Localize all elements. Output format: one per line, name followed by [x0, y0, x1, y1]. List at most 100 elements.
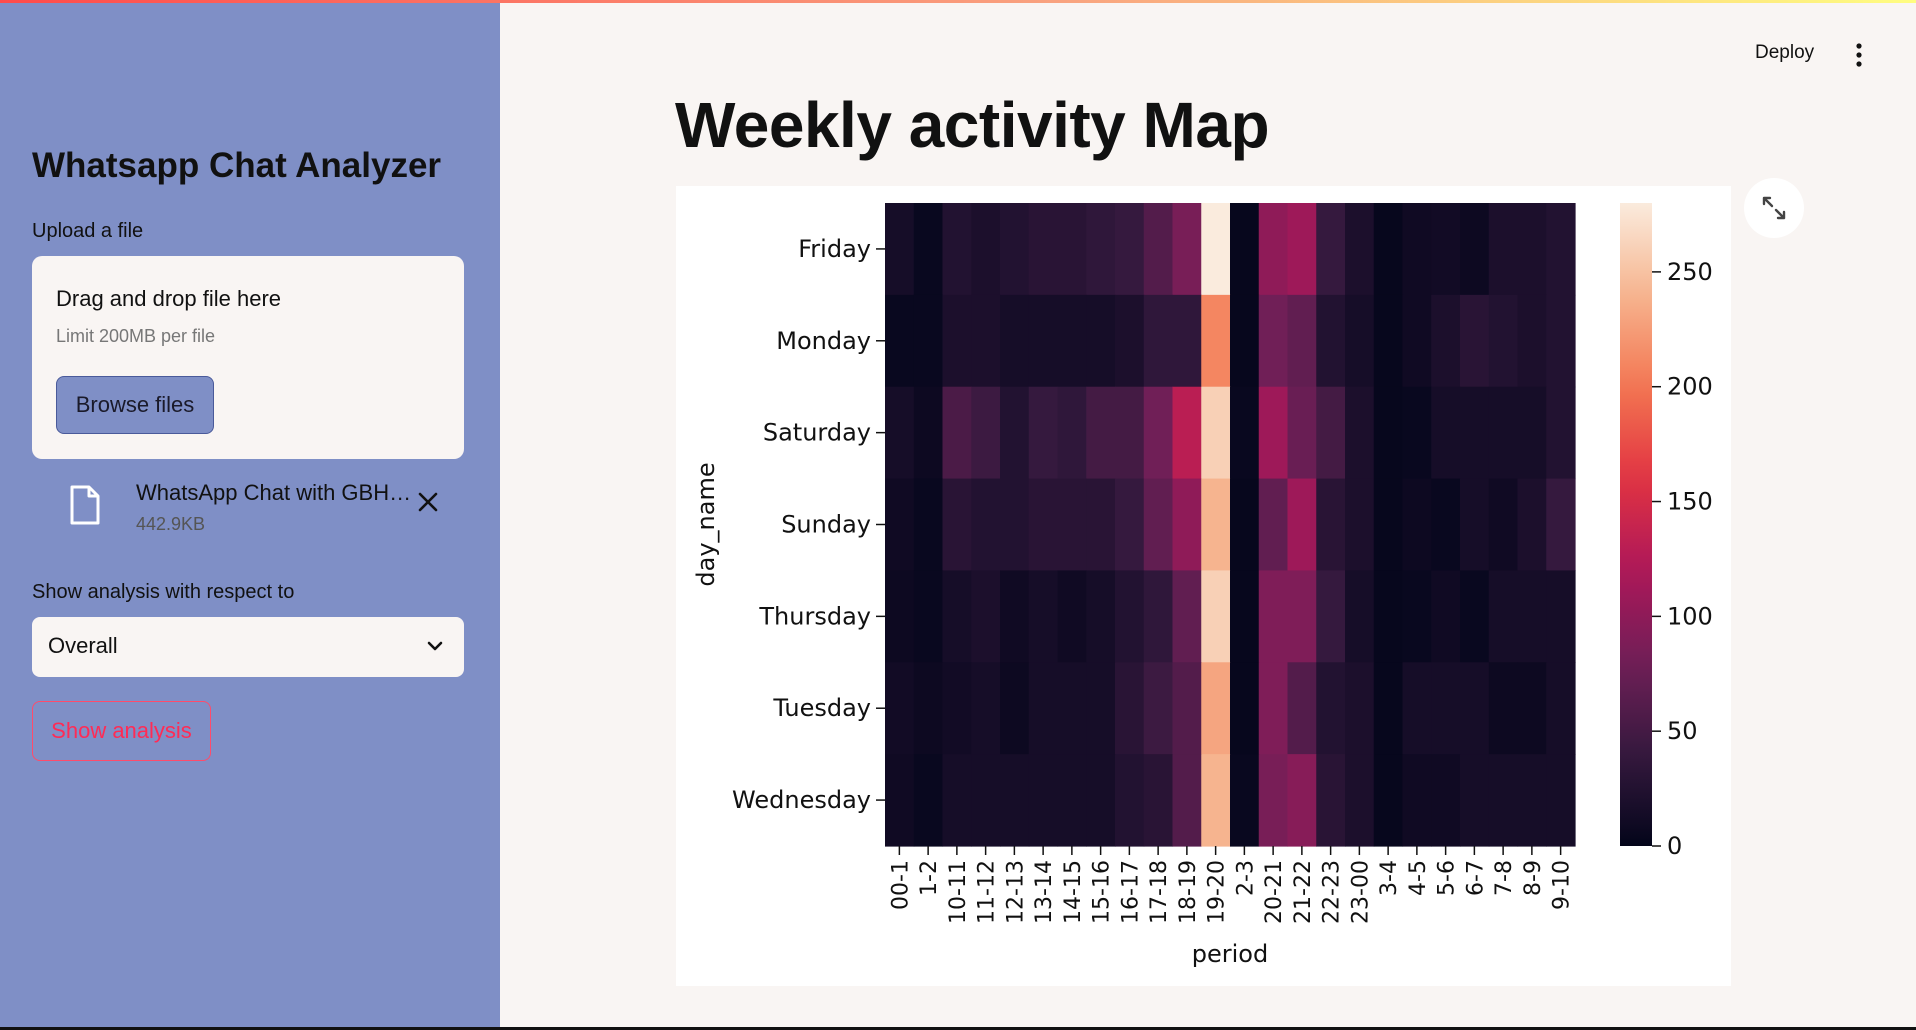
- heatmap-cell: [1517, 754, 1547, 847]
- heatmap-cell: [1143, 386, 1174, 480]
- heatmap-cell: [913, 570, 944, 663]
- y-tick-label: Sunday: [781, 511, 871, 539]
- y-tick-label: Saturday: [763, 419, 871, 447]
- y-tick-label: Wednesday: [732, 786, 871, 814]
- analysis-select-label: Show analysis with respect to: [32, 581, 295, 603]
- heatmap-cell: [1086, 662, 1116, 755]
- heatmap-cell: [1086, 203, 1116, 296]
- colorbar-tick-label: 100: [1667, 602, 1713, 630]
- heatmap-cell: [1431, 478, 1461, 572]
- x-tick-label: 9-10: [1550, 860, 1575, 910]
- file-name: WhatsApp Chat with GBH…: [136, 480, 412, 505]
- heatmap-cell: [1258, 478, 1289, 572]
- heatmap-cell: [1488, 294, 1519, 388]
- heatmap-cell: [1057, 662, 1087, 755]
- heatmap-cell: [1517, 662, 1547, 755]
- heatmap-cell: [1057, 294, 1087, 388]
- x-tick-label: 00-1: [888, 860, 913, 910]
- deploy-button[interactable]: Deploy: [1755, 42, 1815, 63]
- heatmap-cell: [1230, 570, 1260, 663]
- heatmap-cell: [1258, 754, 1289, 847]
- heatmap-cell: [1316, 386, 1346, 480]
- heatmap-cell: [1230, 386, 1260, 480]
- heatmap-cell: [913, 754, 944, 847]
- heatmap-cell: [942, 386, 972, 480]
- heatmap-cell: [1546, 294, 1576, 388]
- file-size: 442.9KB: [136, 514, 206, 534]
- x-tick-label: 17-18: [1147, 860, 1172, 924]
- main-menu-icon[interactable]: [1846, 38, 1872, 72]
- heatmap-cell: [1230, 662, 1260, 755]
- heatmap-cell: [1517, 386, 1547, 480]
- y-tick-label: Thursday: [758, 602, 871, 630]
- heatmap-cell: [1115, 203, 1145, 296]
- x-tick-label: 10-11: [946, 860, 971, 924]
- heatmap-cell: [1258, 386, 1289, 480]
- heatmap-cell: [913, 203, 944, 296]
- x-tick-label: 16-17: [1118, 860, 1143, 924]
- dropzone-limit: Limit 200MB per file: [56, 326, 216, 346]
- heatmap-cell: [1460, 294, 1490, 388]
- heatmap-cell: [1316, 478, 1346, 572]
- heatmap-cell: [1086, 386, 1116, 480]
- heatmap-chart: Friday Monday Saturday Sunday Thursday Tuesda…: [692, 203, 1713, 968]
- heatmap-cell: [1143, 570, 1174, 663]
- heatmap-cell: [942, 570, 972, 663]
- heatmap-cell: [1057, 570, 1087, 663]
- heatmap-cell: [1230, 478, 1260, 572]
- heatmap-cell: [1115, 294, 1145, 388]
- heatmap-cell: [1086, 570, 1116, 663]
- heatmap-cell: [1345, 754, 1375, 847]
- x-tick-label: 4-5: [1406, 860, 1431, 896]
- fullscreen-button[interactable]: [1744, 178, 1804, 238]
- x-tick-label: 13-14: [1032, 860, 1057, 924]
- browse-files-button[interactable]: Browse files: [56, 376, 214, 434]
- heatmap-cell: [1460, 203, 1490, 296]
- show-analysis-button[interactable]: Show analysis: [32, 701, 211, 761]
- heatmap-cell: [971, 570, 1001, 663]
- heatmap-cell: [1115, 570, 1145, 663]
- y-tick-label: Friday: [798, 235, 871, 263]
- colorbar: [1620, 203, 1652, 846]
- heatmap-cell: [1000, 294, 1030, 388]
- heatmap-cell: [942, 203, 972, 296]
- heatmap-cell: [1546, 754, 1576, 847]
- x-tick-label: 20-21: [1262, 860, 1287, 924]
- heatmap-cell: [1201, 754, 1231, 847]
- heatmap-cell: [1402, 570, 1432, 663]
- heatmap-cell: [1172, 203, 1202, 296]
- heatmap-cell: [885, 478, 915, 572]
- heatmap-cell: [1287, 662, 1317, 755]
- heatmap-cell: [1373, 478, 1404, 572]
- heatmap-cell: [971, 754, 1001, 847]
- heatmap-cell: [1000, 570, 1030, 663]
- heatmap-cell: [1402, 203, 1432, 296]
- heatmap-cell: [1000, 754, 1030, 847]
- heatmap-cell: [1402, 294, 1432, 388]
- heatmap-cell: [1258, 294, 1289, 388]
- heatmap-cell: [1460, 478, 1490, 572]
- file-dropzone[interactable]: Drag and drop file here Limit 200MB per …: [32, 256, 464, 459]
- heatmap-cell: [1373, 294, 1404, 388]
- heatmap-cell: [1201, 294, 1231, 388]
- heatmap-cell: [1287, 478, 1317, 572]
- heatmap-cell: [1345, 662, 1375, 755]
- x-axis-label: period: [1192, 940, 1268, 968]
- heatmap-cell: [1488, 386, 1519, 480]
- heatmap-cell: [942, 754, 972, 847]
- heatmap-cell: [1402, 386, 1432, 480]
- heatmap-cell: [1172, 570, 1202, 663]
- y-axis-label: day_name: [692, 462, 720, 586]
- remove-file-close-icon[interactable]: [412, 486, 444, 518]
- heatmap-cell: [1488, 754, 1519, 847]
- colorbar-tick-label: 0: [1667, 832, 1682, 860]
- x-tick-label: 2-3: [1233, 860, 1258, 896]
- colorbar-tick-label: 150: [1667, 488, 1713, 516]
- x-tick-label: 19-20: [1205, 860, 1230, 924]
- heatmap-cell: [885, 294, 915, 388]
- heatmap-cell: [1316, 662, 1346, 755]
- x-tick-label: 21-22: [1291, 860, 1316, 924]
- heatmap-cell: [1460, 754, 1490, 847]
- analysis-select[interactable]: Overall: [32, 617, 464, 677]
- heatmap-cell: [971, 203, 1001, 296]
